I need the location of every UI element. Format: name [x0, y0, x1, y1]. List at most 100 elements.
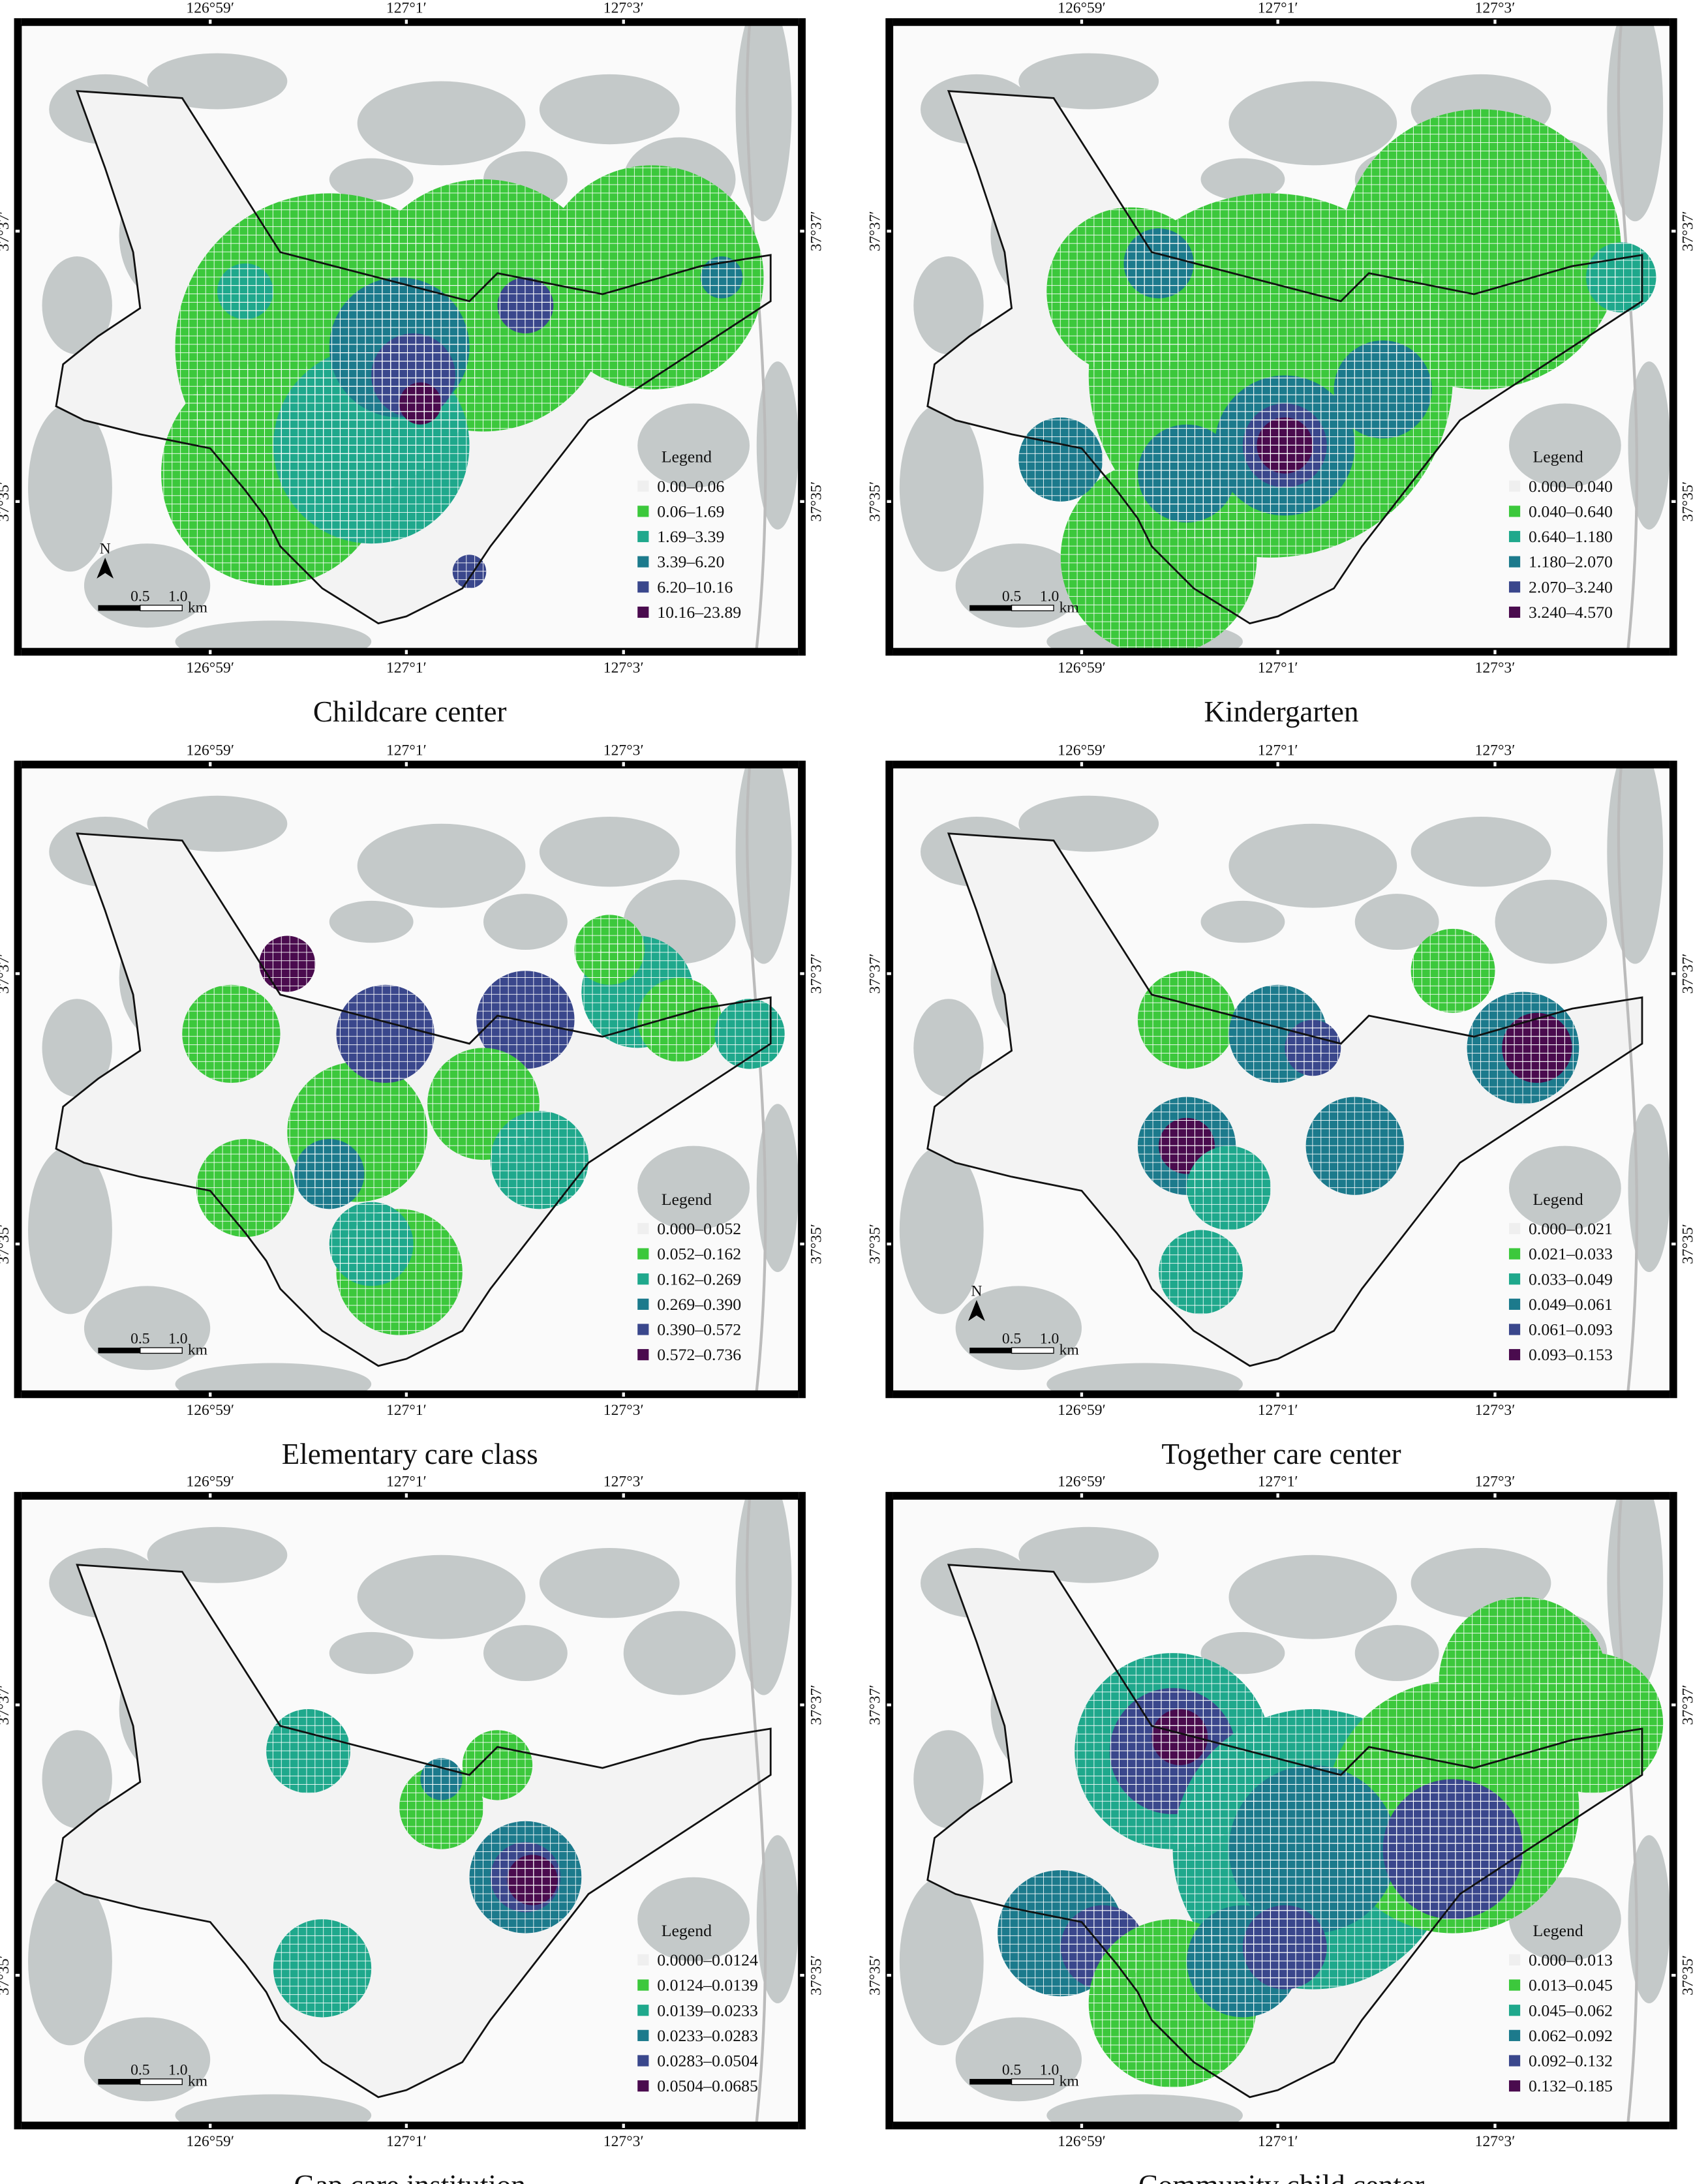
frame-band — [885, 18, 893, 656]
hotspot-grid — [714, 999, 785, 1069]
scale-label: 1.0 — [1040, 2061, 1060, 2078]
river — [745, 1498, 767, 2123]
scale-label: 1.0 — [1040, 588, 1060, 605]
district-outline — [55, 832, 772, 1367]
legend-title: Legend — [662, 447, 712, 466]
hotspot-grid — [217, 263, 273, 320]
district-fill — [927, 833, 1642, 1366]
legend-swatch — [1508, 556, 1521, 568]
frame-gap — [622, 650, 625, 654]
lon-label: 126°59′ — [186, 660, 234, 676]
scale-label: km — [188, 1342, 207, 1359]
legend-label: 0.062–0.092 — [1529, 2026, 1613, 2045]
frame-gap — [622, 20, 625, 24]
terrain — [42, 999, 112, 1097]
lat-label: 37°37′ — [1679, 211, 1696, 251]
legend-label: 0.0504–0.0685 — [657, 2076, 758, 2095]
map-panel: 126°59′ 127°1′ 127°3′ 126°59′ 127°1′ 127°3′ 37… — [0, 1474, 825, 2150]
hotspot-grid — [497, 277, 554, 334]
scale-label: 0.5 — [1002, 2061, 1022, 2078]
frame-band — [14, 18, 22, 656]
lat-label: 37°37′ — [808, 1685, 825, 1725]
district-outline — [55, 90, 772, 625]
legend-title: Legend — [1533, 447, 1583, 466]
terrain — [357, 81, 526, 166]
map-body — [21, 1498, 799, 2123]
terrain — [1607, 767, 1664, 964]
legend-swatch — [1508, 480, 1521, 492]
lon-label: 127°3′ — [603, 1402, 644, 1419]
lon-label: 127°1′ — [1258, 1474, 1298, 1491]
frame-gap — [800, 972, 804, 975]
legend-label: 1.180–2.070 — [1529, 553, 1613, 571]
hotspot-grid — [399, 382, 442, 425]
frame-gap — [404, 1493, 408, 1498]
terrain — [1354, 894, 1439, 950]
terrain — [329, 1631, 414, 1675]
map-panel: 126°59′ 127°1′ 127°3′ 126°59′ 127°1′ 127°3′ 37… — [0, 742, 825, 1419]
lat-label: 37°37′ — [808, 211, 825, 251]
frame-band — [1670, 761, 1677, 1399]
lon-label: 127°1′ — [1258, 742, 1298, 759]
frame-gap — [1276, 20, 1279, 24]
frame-gap — [404, 650, 408, 654]
legend-swatch — [1508, 1954, 1521, 1965]
frame-gap — [887, 972, 891, 975]
frame-gap — [1276, 1392, 1279, 1397]
lon-label: 127°3′ — [603, 1474, 644, 1491]
frame-gap — [1671, 1703, 1676, 1706]
frame-gap — [622, 762, 625, 766]
scale-bar — [140, 2078, 183, 2085]
terrain — [756, 361, 799, 530]
frame-gap — [1276, 2123, 1279, 2129]
legend-label: 0.045–0.062 — [1529, 2001, 1613, 2020]
hotspot-grid — [1523, 1653, 1664, 1793]
frame-gap — [404, 1392, 408, 1397]
frame-gap — [800, 1973, 804, 1977]
frame-gap — [209, 2123, 212, 2129]
frame-band — [14, 1492, 22, 2130]
legend-swatch — [637, 506, 649, 517]
frame-gap — [404, 2123, 408, 2129]
lon-label: 127°3′ — [1475, 660, 1516, 676]
terrain — [913, 999, 984, 1097]
frame-gap — [1080, 1493, 1084, 1498]
scale-label: 1.0 — [168, 1330, 188, 1347]
lat-label: 37°35′ — [0, 1224, 12, 1264]
lat-label: 37°35′ — [867, 1224, 884, 1264]
north-label: N — [971, 1282, 982, 1299]
hotspot-grid — [1341, 109, 1621, 390]
scale-bar — [98, 2078, 140, 2085]
hotspot-grid — [1257, 417, 1313, 474]
terrain — [175, 620, 372, 649]
lon-label: 127°3′ — [1475, 742, 1516, 759]
terrain — [1046, 1363, 1243, 1391]
legend-title: Legend — [662, 1921, 712, 1940]
terrain — [329, 900, 414, 943]
terrain — [637, 1877, 750, 1962]
hotspot-grid — [1151, 1708, 1208, 1765]
frame-gap — [1493, 650, 1497, 654]
frame-band — [892, 1391, 1670, 1399]
scale-bar — [969, 2078, 1012, 2085]
frame-band — [799, 761, 806, 1399]
frame-gap — [1276, 1493, 1279, 1498]
terrain — [1228, 1555, 1397, 1639]
frame-gap — [1493, 1392, 1497, 1397]
terrain — [147, 795, 288, 852]
lon-label: 127°1′ — [1258, 0, 1298, 16]
legend-swatch — [637, 1979, 649, 1991]
scale-label: km — [1060, 2073, 1079, 2090]
legend-swatch — [637, 1954, 649, 1965]
scale-bar — [1011, 605, 1054, 611]
frame-band — [892, 2122, 1670, 2130]
legend-swatch — [637, 480, 649, 492]
panel-title: Childcare center — [313, 695, 507, 728]
hotspot-grid — [1502, 1012, 1572, 1084]
hotspot-grid — [1586, 242, 1656, 312]
hotspot-grid — [637, 977, 722, 1062]
terrain — [899, 1877, 984, 2046]
frame-gap — [887, 230, 891, 233]
terrain — [483, 894, 568, 950]
frame-gap — [1493, 1493, 1497, 1498]
